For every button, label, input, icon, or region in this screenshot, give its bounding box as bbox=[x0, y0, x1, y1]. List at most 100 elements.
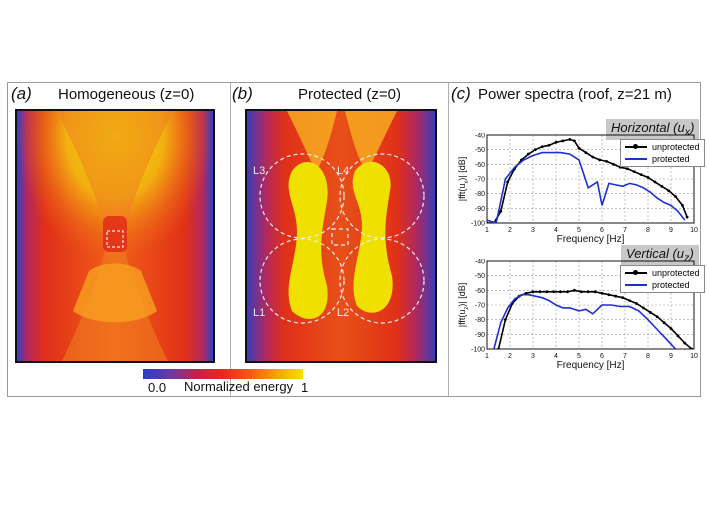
y-tick-label: -40 bbox=[475, 259, 485, 266]
panel-separator bbox=[230, 83, 231, 396]
y-tick-label: -80 bbox=[475, 317, 485, 324]
data-point bbox=[559, 290, 562, 294]
y-tick-label: -50 bbox=[475, 273, 485, 280]
x-axis-label: Frequency [Hz] bbox=[557, 360, 625, 371]
heatmap-protected: L3 L4 L1 L2 bbox=[245, 109, 437, 363]
data-point bbox=[554, 140, 558, 144]
legend-label: unprotected bbox=[652, 142, 700, 152]
data-point bbox=[531, 290, 535, 294]
data-point bbox=[635, 302, 638, 305]
data-point bbox=[538, 290, 542, 294]
y-tick-label: -70 bbox=[475, 303, 485, 310]
x-tick-label: 9 bbox=[669, 353, 673, 360]
data-point bbox=[547, 143, 551, 147]
y-tick-label: -40 bbox=[475, 133, 485, 140]
x-tick-label: 6 bbox=[600, 227, 604, 234]
panel-separator bbox=[448, 83, 449, 396]
data-point bbox=[586, 290, 590, 294]
spectrum-2-legend: unprotected protected bbox=[620, 265, 705, 293]
x-tick-label: 2 bbox=[508, 353, 512, 360]
data-point bbox=[573, 139, 576, 143]
x-tick-label: 4 bbox=[554, 353, 558, 360]
zone-label: L1 bbox=[253, 307, 266, 319]
data-point bbox=[681, 204, 684, 207]
data-point bbox=[605, 160, 608, 163]
x-tick-label: 3 bbox=[531, 227, 535, 234]
panel-c-label: (c) bbox=[451, 84, 471, 103]
data-point bbox=[660, 184, 664, 188]
spectrum-horizontal-chart: 1 2 3 4 5 6 7 8 9 10 -100 -90 -80 -70 -60 -50 -40 Frequen… bbox=[457, 133, 698, 245]
spectrum-vertical-chart: 1 2 3 4 5 6 7 8 9 10 -100 -90 -80 -70 -60 -50 -40 Frequen… bbox=[457, 259, 698, 371]
data-point bbox=[552, 290, 556, 294]
data-point bbox=[614, 294, 618, 298]
y-tick-label: -60 bbox=[475, 162, 485, 169]
data-point bbox=[540, 145, 544, 149]
legend-label: protected bbox=[652, 280, 690, 290]
data-point bbox=[497, 347, 500, 349]
data-point bbox=[533, 148, 537, 152]
series-line-protected bbox=[487, 151, 686, 223]
data-point bbox=[545, 290, 549, 294]
figure-frame: (a) Homogeneous (z=0) (b) P bbox=[7, 82, 705, 397]
data-point bbox=[648, 310, 652, 314]
panel-a-label: (a) bbox=[11, 84, 32, 103]
x-tick-label: 9 bbox=[669, 227, 673, 234]
x-tick-label: 2 bbox=[508, 227, 512, 234]
y-tick-label: -70 bbox=[475, 177, 485, 184]
panel-b-title: Protected (z=0) bbox=[298, 86, 401, 103]
data-point bbox=[669, 327, 673, 330]
spectrum-2-box-label: Vertical (uz) bbox=[621, 245, 699, 266]
data-point bbox=[506, 180, 510, 184]
spectrum-1-box-label: Horizontal (ux) bbox=[606, 119, 700, 140]
y-axis-label: |fft(uz)| [dB] bbox=[457, 283, 470, 328]
data-point bbox=[676, 334, 680, 338]
x-tick-label: 1 bbox=[485, 227, 489, 234]
colorbar-max: 1 bbox=[301, 380, 309, 395]
data-point bbox=[674, 195, 677, 198]
data-point bbox=[584, 151, 588, 154]
data-point bbox=[690, 347, 694, 349]
colorbar-min: 0.0 bbox=[148, 380, 167, 395]
y-tick-label: -50 bbox=[475, 147, 485, 154]
data-point bbox=[612, 162, 615, 166]
panel-a-title: Homogeneous (z=0) bbox=[58, 86, 195, 103]
x-tick-label: 5 bbox=[577, 227, 581, 234]
zone-label: L2 bbox=[337, 307, 350, 319]
data-point bbox=[598, 158, 602, 162]
data-point bbox=[667, 189, 671, 193]
y-axis-label: |fft(ux)| [dB] bbox=[457, 157, 470, 202]
x-tick-label: 8 bbox=[646, 227, 650, 234]
y-tick-label: -100 bbox=[471, 347, 485, 354]
data-point bbox=[600, 291, 604, 295]
data-point bbox=[568, 138, 572, 141]
data-point bbox=[577, 146, 581, 150]
data-point bbox=[628, 299, 631, 302]
data-point bbox=[642, 306, 645, 310]
data-point bbox=[527, 152, 530, 156]
zone-label: L3 bbox=[253, 165, 266, 177]
y-tick-label: -90 bbox=[475, 206, 485, 213]
x-axis-label: Frequency [Hz] bbox=[557, 234, 625, 245]
data-point bbox=[632, 170, 636, 174]
data-point bbox=[653, 180, 657, 184]
y-tick-label: -80 bbox=[475, 191, 485, 198]
data-point bbox=[662, 321, 666, 324]
y-tick-label: -90 bbox=[475, 332, 485, 339]
data-point bbox=[646, 176, 650, 179]
plot-frame bbox=[486, 134, 695, 224]
data-point bbox=[566, 290, 569, 294]
y-tick-label: -60 bbox=[475, 288, 485, 295]
data-point bbox=[625, 167, 629, 171]
data-point bbox=[579, 290, 583, 294]
panel-b-label: (b) bbox=[232, 84, 253, 103]
colorbar bbox=[143, 369, 303, 379]
x-tick-label: 7 bbox=[623, 227, 627, 234]
data-point bbox=[499, 209, 503, 213]
x-tick-label: 5 bbox=[577, 353, 581, 360]
data-point bbox=[683, 341, 687, 345]
panel-c-title: Power spectra (roof, z=21 m) bbox=[478, 86, 672, 103]
data-point bbox=[504, 318, 507, 322]
data-point bbox=[621, 296, 625, 300]
data-point bbox=[639, 173, 643, 176]
x-tick-label: 7 bbox=[623, 353, 627, 360]
